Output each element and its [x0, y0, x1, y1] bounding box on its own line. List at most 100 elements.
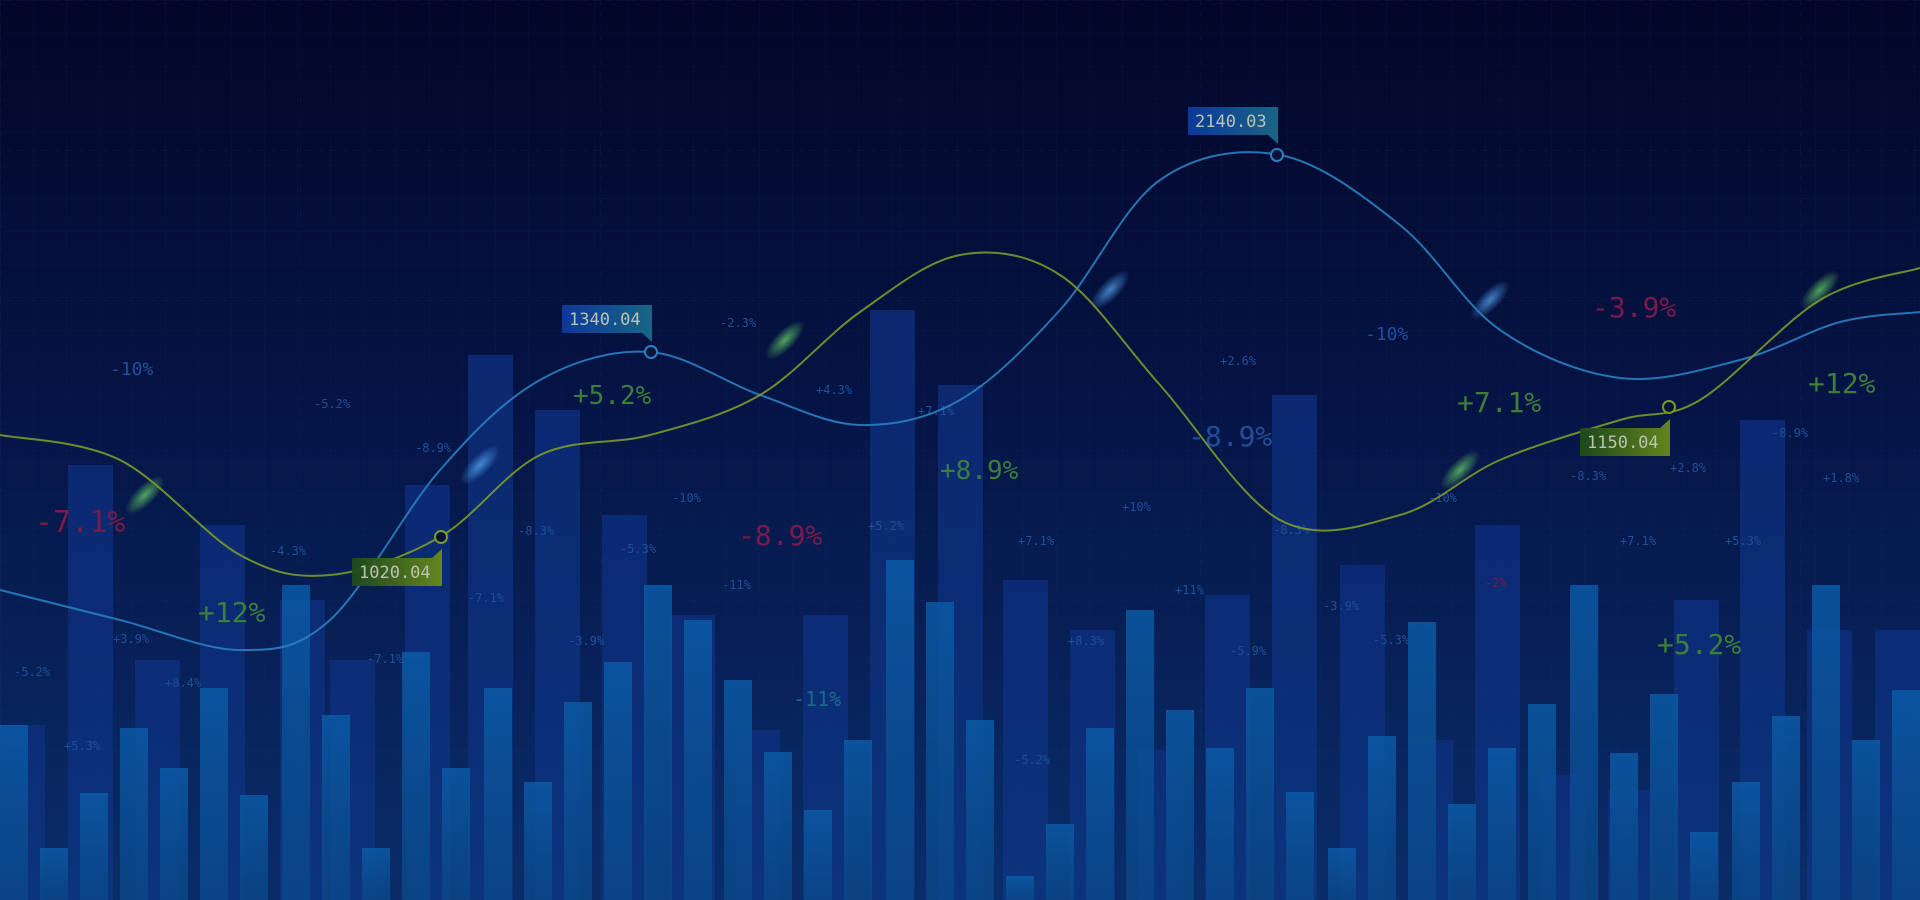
pct-label: -7.1%	[468, 591, 505, 605]
pct-label: -2.3%	[720, 316, 757, 330]
pct-label: -2%	[1485, 576, 1507, 590]
bar-front	[1812, 585, 1840, 900]
pct-label: -10%	[110, 359, 154, 380]
bar-front	[442, 768, 470, 900]
pct-label: +2.8%	[1670, 461, 1707, 475]
pct-label: -8.3%	[1273, 523, 1310, 537]
bar-front	[40, 848, 68, 900]
pct-label: +1.8%	[1823, 471, 1860, 485]
bar-back	[1003, 580, 1048, 900]
glow-group	[125, 270, 1840, 515]
bar-front	[1286, 792, 1314, 900]
callout-value: 1340.04	[569, 310, 641, 330]
line-glow	[1090, 270, 1130, 310]
bar-front	[240, 795, 268, 900]
callout-value: 1150.04	[1587, 433, 1659, 453]
bar-front	[1690, 832, 1718, 900]
pct-label: +3.9%	[113, 632, 150, 646]
bar-front	[120, 728, 148, 900]
line-group	[0, 151, 1920, 652]
pct-label: -5.2%	[314, 397, 351, 411]
pct-label: -11%	[722, 578, 752, 592]
line-marker	[434, 530, 448, 544]
pct-label: -8.9%	[415, 441, 452, 455]
bar-front	[160, 768, 188, 900]
bar-front	[0, 725, 28, 900]
pct-label: +5.3%	[1725, 534, 1762, 548]
pct-label: -4.3%	[270, 544, 307, 558]
pct-label: +8.3%	[1068, 634, 1105, 648]
bar-front	[764, 752, 792, 900]
bar-front	[1166, 710, 1194, 900]
bar-front	[684, 620, 712, 900]
bar-front	[1448, 804, 1476, 900]
bar-front	[966, 720, 994, 900]
pct-label: -7.1%	[367, 652, 404, 666]
marker-group	[434, 148, 1676, 544]
annotation-group: -7.1% +12% +5.2% -8.9% +8.9% -11% -8.9% -10% +7.…	[14, 291, 1876, 767]
pct-label: -3.9%	[1592, 291, 1676, 324]
value-callout	[562, 305, 652, 342]
bar-front	[804, 810, 832, 900]
bar-front	[1488, 748, 1516, 900]
pct-label: -10%	[1365, 324, 1409, 345]
value-callout	[1580, 419, 1670, 456]
pct-label: -5.2%	[14, 665, 51, 679]
bar-front	[200, 688, 228, 900]
bar-front	[1650, 694, 1678, 900]
bar-front	[1892, 690, 1920, 900]
bar-front	[1852, 740, 1880, 900]
value-callout	[1188, 107, 1278, 144]
bar-front	[1046, 824, 1074, 900]
pct-label: -8.9%	[738, 519, 822, 552]
pct-label: -5.3%	[1373, 633, 1410, 647]
pct-label: -10%	[672, 491, 702, 505]
line-marker	[1270, 148, 1284, 162]
bar-front	[1126, 610, 1154, 900]
bar-front	[1528, 704, 1556, 900]
line-glow	[1470, 280, 1510, 320]
pct-label: +12%	[198, 596, 266, 629]
line-marker	[1662, 400, 1676, 414]
bar-front	[1246, 688, 1274, 900]
pct-label: -8.9%	[1772, 426, 1809, 440]
pct-label: +7.1%	[1457, 386, 1541, 419]
series-line-1	[0, 151, 1920, 652]
bar-front	[1732, 782, 1760, 900]
bar-front	[1328, 848, 1356, 900]
bar-front	[604, 662, 632, 900]
bar-front	[1086, 728, 1114, 900]
bar-front	[362, 848, 390, 900]
pct-label: -8.3%	[518, 524, 555, 538]
bar-front	[1006, 876, 1034, 900]
bar-front	[524, 782, 552, 900]
bar-front	[1570, 585, 1598, 900]
bar-front	[1206, 748, 1234, 900]
bar-front	[282, 585, 310, 900]
line-glow	[1800, 270, 1840, 310]
callout-value: 1020.04	[359, 563, 431, 583]
bar-front	[886, 560, 914, 900]
pct-label: +12%	[1808, 367, 1876, 400]
line-glow	[460, 445, 500, 485]
pct-label: -7.1%	[35, 505, 125, 540]
bar-front	[1408, 622, 1436, 900]
pct-label: +5.2%	[1657, 628, 1741, 661]
bar-front	[322, 715, 350, 900]
callout-group: 1020.04 1340.04 2140.03 1150.04	[352, 107, 1670, 586]
pct-label: -5.3%	[620, 542, 657, 556]
pct-label: -8.3%	[1570, 469, 1607, 483]
callout-value: 2140.03	[1195, 112, 1267, 132]
value-callout	[352, 549, 442, 586]
pct-label: +10%	[1122, 500, 1152, 514]
line-glow	[1440, 450, 1480, 490]
pct-label: +5.3%	[64, 739, 101, 753]
bar-front	[484, 688, 512, 900]
bar-front	[1610, 753, 1638, 900]
bar-front	[844, 740, 872, 900]
pct-label: +5.2%	[868, 519, 905, 533]
bar-front	[1772, 716, 1800, 900]
bar-front	[1368, 736, 1396, 900]
pct-label: +8.4%	[165, 676, 202, 690]
